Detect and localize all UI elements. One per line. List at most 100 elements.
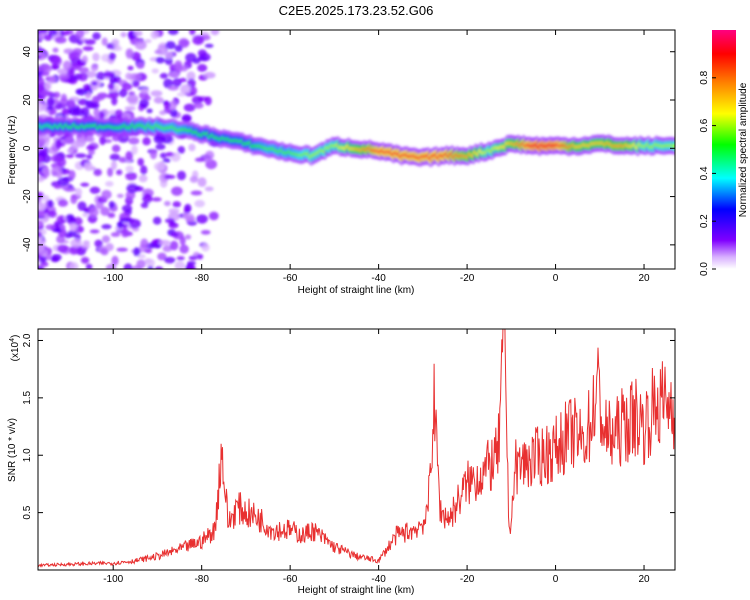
- speckle-mark: [43, 171, 50, 177]
- spectrogram-y-tick-label: 0: [22, 145, 33, 151]
- speckle-mark: [144, 95, 151, 101]
- colorbar-tick-label: 0.2: [699, 214, 710, 228]
- speckle-mark: [204, 96, 212, 106]
- speckle-mark: [125, 48, 134, 59]
- speckle-mark: [78, 67, 90, 74]
- speckle-mark: [83, 162, 94, 172]
- speckle-mark: [155, 143, 166, 150]
- speckle-mark: [167, 85, 179, 91]
- speckle-mark: [81, 244, 91, 249]
- speckle-mark: [105, 181, 114, 187]
- snr-multiplier-base: (x10: [10, 341, 21, 361]
- speckle-mark: [38, 137, 46, 146]
- speckle-mark: [188, 143, 196, 152]
- speckle-mark: [197, 64, 208, 72]
- speckle-mark: [105, 243, 114, 252]
- speckle-mark: [169, 240, 179, 251]
- speckle-mark: [84, 39, 96, 45]
- speckle-mark: [132, 80, 140, 88]
- speckle-mark: [125, 72, 133, 80]
- speckle-mark: [83, 83, 92, 91]
- speckle-mark: [169, 64, 177, 72]
- speckle-mark: [38, 248, 49, 257]
- speckle-mark: [163, 78, 174, 89]
- speckle-mark: [125, 171, 138, 181]
- speckle-mark: [119, 217, 132, 222]
- speckle-mark: [180, 84, 192, 95]
- speckle-mark: [101, 235, 111, 243]
- speckle-mark: [184, 234, 192, 240]
- ridge-core: [672, 143, 675, 149]
- speckle-mark: [108, 52, 116, 61]
- speckle-mark: [144, 38, 152, 44]
- speckle-mark: [116, 169, 123, 176]
- speckle-mark: [43, 34, 53, 41]
- spectrogram-x-tick-label: -80: [194, 273, 209, 284]
- speckle-mark: [107, 167, 114, 177]
- speckle-mark: [146, 258, 155, 268]
- speckle-mark: [189, 30, 196, 36]
- speckle-mark: [116, 193, 124, 198]
- speckle-mark: [154, 162, 166, 171]
- speckle-mark: [154, 49, 162, 54]
- speckle-mark: [155, 56, 165, 64]
- snr-x-tick-label: 0: [553, 574, 559, 585]
- speckle-mark: [38, 210, 46, 218]
- speckle-mark: [38, 176, 45, 183]
- speckle-mark: [94, 239, 103, 248]
- colorbar: 0.0 0.2 0.4 0.6 0.8 Normalized spectral ampl…: [699, 30, 749, 276]
- snr-plot-area: [38, 329, 675, 570]
- speckle-mark: [74, 153, 87, 159]
- speckle-mark: [66, 67, 75, 78]
- speckle-mark: [179, 244, 189, 254]
- speckle-mark: [70, 141, 80, 150]
- speckle-mark: [39, 261, 49, 267]
- spectrogram-panel: -100 -80 -60 -40 -20 0 20 -40 -20 0 20 40 Height o…: [7, 29, 676, 296]
- speckle-mark: [95, 71, 106, 81]
- speckle-mark: [159, 110, 167, 116]
- snr-y-ticks: 0.5 1.0 1.5 2.0: [22, 333, 675, 520]
- speckle-mark: [142, 137, 151, 146]
- speckle-mark: [62, 138, 75, 145]
- speckle-mark: [57, 244, 69, 253]
- spectrogram-y-label: Frequency (Hz): [7, 116, 18, 185]
- speckle-mark: [69, 223, 78, 232]
- speckle-mark: [201, 243, 210, 252]
- speckle-mark: [210, 30, 220, 36]
- speckle-mark: [134, 40, 147, 50]
- speckle-mark: [53, 91, 61, 99]
- speckle-mark: [51, 64, 59, 70]
- colorbar-ticks: 0.0 0.2 0.4 0.6 0.8: [699, 70, 716, 276]
- speckle-mark: [79, 99, 86, 106]
- speckle-mark: [38, 231, 42, 238]
- speckle-mark: [162, 245, 173, 252]
- speckle-mark: [70, 238, 82, 248]
- speckle-mark: [75, 187, 83, 197]
- speckle-mark: [186, 71, 196, 81]
- speckle-mark: [165, 151, 174, 157]
- speckle-mark: [38, 88, 44, 94]
- speckle-mark: [116, 221, 124, 229]
- snr-x-tick-label: -40: [371, 574, 386, 585]
- speckle-mark: [57, 68, 69, 75]
- speckle-mark: [159, 72, 169, 79]
- speckle-mark: [107, 212, 116, 218]
- snr-x-tick-label: -20: [460, 574, 475, 585]
- speckle-mark: [77, 61, 87, 66]
- speckle-mark: [151, 68, 159, 74]
- speckle-mark: [133, 30, 143, 37]
- speckle-mark: [196, 56, 208, 62]
- spectrogram-y-ticks: -40 -20 0 20 40: [22, 46, 675, 252]
- spectrogram-y-tick-label: 40: [22, 46, 33, 58]
- spectrogram-frame: [37, 29, 676, 270]
- speckle-mark: [38, 219, 43, 227]
- speckle-mark: [92, 52, 100, 62]
- speckle-mark: [38, 54, 42, 60]
- speckle-mark: [176, 170, 187, 181]
- speckle-mark: [204, 186, 214, 192]
- speckle-mark: [101, 189, 112, 200]
- speckle-mark: [57, 177, 69, 187]
- speckle-mark: [47, 199, 54, 208]
- speckle-mark: [80, 256, 90, 264]
